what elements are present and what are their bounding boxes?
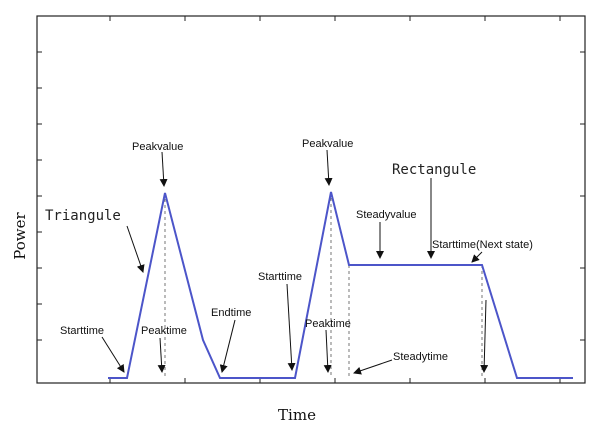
plot-frame	[36, 15, 586, 384]
arrow-steadytime	[353, 359, 393, 375]
arrow-endtime	[219, 319, 236, 373]
peakvalue-label-1: Peakvalue	[132, 141, 183, 153]
peaktime-label-2: Peaktime	[305, 318, 351, 330]
starttime-label-2: Starttime	[258, 271, 302, 283]
peaktime-label-1: Peaktime	[141, 325, 187, 337]
steadyvalue-label: Steadyvalue	[356, 209, 417, 221]
starttime-label-1: Starttime	[60, 325, 104, 337]
arrow-triangle	[126, 225, 145, 273]
steadytime-label: Steadytime	[393, 351, 448, 363]
arrow-peaktime-1	[157, 337, 166, 373]
arrow-peakvalue-2	[324, 149, 333, 186]
endtime-label: Endtime	[211, 307, 251, 319]
triangle-title: Triangule	[45, 208, 121, 224]
starttime-next-label: Starttime(Next state)	[432, 239, 533, 251]
arrow-starttime-next	[471, 251, 483, 263]
arrow-starttime-next-down	[480, 299, 489, 373]
arrow-starttime-1	[101, 336, 125, 373]
peakvalue-label-2: Peakvalue	[302, 138, 353, 150]
y-axis-ticks	[37, 51, 585, 341]
power-curve	[108, 191, 573, 379]
rectangle-title: Rectangule	[392, 162, 476, 178]
arrow-peaktime-2	[323, 329, 332, 373]
y-axis-title: Power	[11, 211, 29, 259]
dashed-guides	[164, 192, 483, 378]
arrow-starttime-2	[286, 283, 296, 371]
x-axis-title: Time	[278, 406, 316, 424]
annotation-arrows	[101, 149, 489, 375]
arrow-peakvalue-1	[159, 151, 168, 187]
